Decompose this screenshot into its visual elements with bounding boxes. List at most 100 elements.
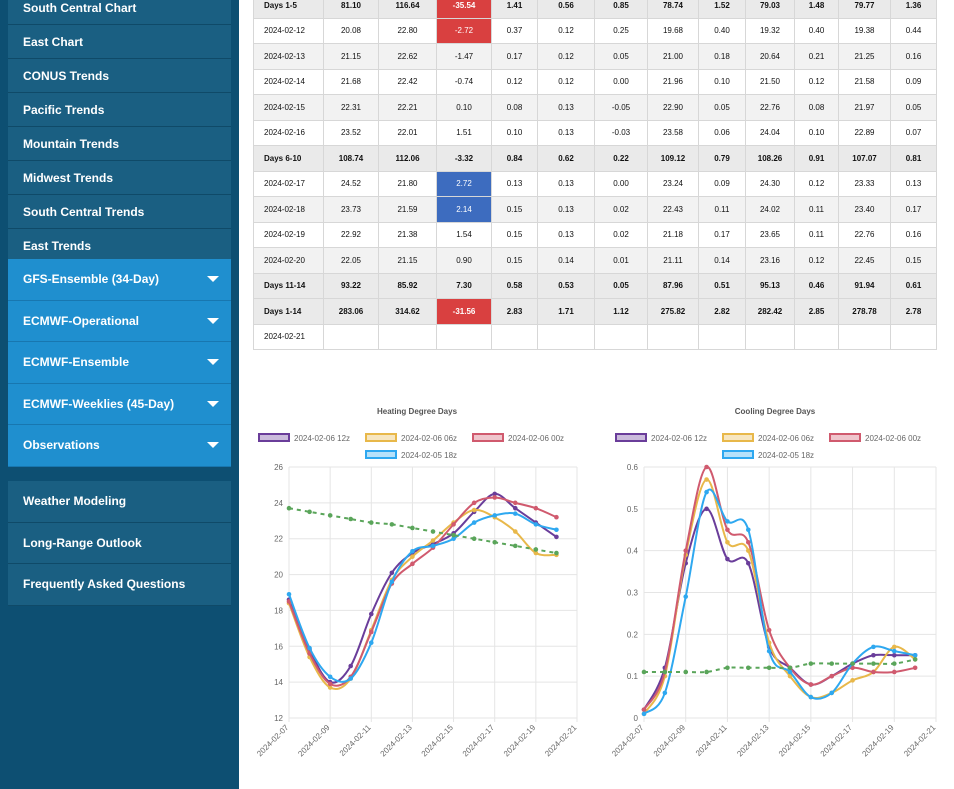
table-row: 2024-02-19 22.92 21.38 1.54 0.15 0.13 0.02 21.1… [253, 221, 937, 248]
table-cell: 23.73 [323, 196, 379, 223]
heating-degree-days-chart: Heating Degree Days 2024-02-06 12z 2024-02… [255, 407, 579, 759]
table-cell: 1.71 [537, 298, 595, 325]
sidebar-item-ecmwf-ensemble[interactable]: ECMWF-Ensemble [8, 342, 231, 384]
sidebar-item-midwest-trends[interactable]: Midwest Trends [8, 161, 231, 195]
table-row: 2024-02-14 21.68 22.42 -0.74 0.12 0.12 0.00 21.… [253, 68, 937, 95]
y-tick-label: 0.2 [627, 630, 639, 639]
data-point [533, 550, 539, 556]
data-point [512, 543, 518, 549]
row-label: 2024-02-18 [253, 196, 324, 223]
data-point [662, 690, 668, 696]
table-cell: 2.72 [436, 170, 492, 197]
sidebar-item-mountain-trends[interactable]: Mountain Trends [8, 127, 231, 161]
sidebar-item-label: ECMWF-Operational [23, 313, 139, 328]
data-point [808, 694, 814, 700]
table-cell: 112.06 [378, 145, 437, 172]
data-point [850, 678, 855, 683]
table-cell: 0.21 [794, 43, 839, 70]
table-cell: 85.92 [378, 272, 437, 299]
row-label: 2024-02-13 [253, 43, 324, 70]
data-point [430, 529, 436, 534]
sidebar-item-ecmwf-weeklies-45-day[interactable]: ECMWF-Weeklies (45-Day) [8, 383, 231, 425]
data-point [368, 640, 374, 645]
sidebar-item-gfs-ensemble-34-day[interactable]: GFS-Ensemble (34-Day) [8, 259, 231, 301]
table-cell: 0.37 [491, 17, 538, 44]
sidebar-item-pacific-trends[interactable]: Pacific Trends [8, 93, 231, 127]
series-line [643, 488, 916, 715]
table-cell: 0.17 [890, 196, 937, 223]
data-point [327, 685, 333, 690]
sidebar-item-label: CONUS Trends [23, 68, 110, 83]
sidebar-item-east-trends[interactable]: East Trends [8, 229, 231, 263]
table-cell: 24.52 [323, 170, 379, 197]
x-tick-label: 2024-02-21 [543, 723, 579, 759]
table-row: Days 6-10 108.74 112.06 -3.32 0.84 0.62 0.22 10… [253, 145, 937, 172]
table-cell: 278.78 [838, 298, 891, 325]
data-point [745, 560, 751, 566]
sidebar-item-east-chart[interactable]: East Chart [8, 25, 231, 59]
table-cell [323, 323, 379, 350]
table-cell: 0.62 [537, 145, 595, 172]
sidebar-item-observations[interactable]: Observations [8, 425, 231, 467]
table-cell: 0.08 [491, 94, 538, 121]
data-point [683, 548, 689, 553]
table-cell: 0.84 [491, 145, 538, 172]
table-cell: 0.11 [794, 221, 839, 248]
table-cell: 0.90 [436, 247, 492, 274]
table-cell: 19.38 [838, 17, 891, 44]
data-point [850, 665, 855, 671]
table-cell: 0.53 [537, 272, 595, 299]
sidebar-item-label: East Chart [23, 34, 84, 49]
data-point [389, 579, 395, 585]
data-point [704, 669, 709, 675]
data-point [871, 652, 876, 658]
x-tick-label: 2024-02-21 [902, 723, 938, 759]
legend-swatch [722, 433, 754, 442]
table-cell: 0.44 [890, 17, 937, 44]
table-cell: 79.03 [745, 0, 795, 19]
sidebar-item-south-central-chart[interactable]: South Central Chart [8, 0, 231, 25]
sidebar-item-label: Observations [23, 438, 100, 453]
table-row: 2024-02-15 22.31 22.21 0.10 0.08 0.13 -0.05 22.… [253, 94, 937, 121]
x-tick-label: 2024-02-13 [379, 723, 415, 759]
table-cell: 0.25 [594, 17, 648, 44]
legend-swatch [365, 433, 397, 442]
data-point [512, 505, 518, 511]
table-cell: 0.02 [594, 221, 648, 248]
y-tick-label: 16 [274, 642, 283, 651]
sidebar-item-ecmwf-operational[interactable]: ECMWF-Operational [8, 300, 231, 342]
table-cell: 24.04 [745, 119, 795, 146]
table-cell: 0.01 [594, 247, 648, 274]
sidebar-item-label: ECMWF-Weeklies (45-Day) [23, 396, 175, 411]
row-label: Days 1-14 [253, 298, 324, 325]
table-cell: 87.96 [647, 272, 699, 299]
x-tick-label: 2024-02-13 [735, 723, 771, 759]
y-tick-label: 0.3 [627, 589, 639, 598]
sidebar-item-long-range-outlook[interactable]: Long-Range Outlook [8, 522, 231, 564]
data-point [368, 611, 374, 617]
data-point [808, 661, 814, 666]
table-cell [794, 323, 839, 350]
sidebar-item-frequently-asked-questions[interactable]: Frequently Asked Questions [8, 564, 231, 606]
x-tick-label: 2024-02-19 [502, 723, 538, 759]
data-point [787, 665, 793, 671]
sidebar-item-south-central-trends[interactable]: South Central Trends [8, 195, 231, 229]
sidebar-item-conus-trends[interactable]: CONUS Trends [8, 59, 231, 93]
data-point [745, 527, 751, 533]
data-point [533, 505, 539, 511]
table-cell: 0.51 [698, 272, 746, 299]
y-tick-label: 12 [274, 714, 283, 723]
table-cell: 0.13 [537, 119, 595, 146]
table-cell [378, 323, 437, 350]
chart-title: Heating Degree Days [377, 407, 458, 416]
table-cell [491, 323, 538, 350]
data-point [389, 522, 395, 527]
table-cell: 109.12 [647, 145, 699, 172]
table-cell: 0.13 [890, 170, 937, 197]
table-cell: 21.00 [647, 43, 699, 70]
chevron-down-icon [207, 400, 219, 407]
table-cell: 0.05 [890, 94, 937, 121]
y-tick-label: 22 [274, 535, 283, 544]
sidebar-item-weather-modeling[interactable]: Weather Modeling [8, 481, 231, 523]
data-point [725, 556, 730, 562]
